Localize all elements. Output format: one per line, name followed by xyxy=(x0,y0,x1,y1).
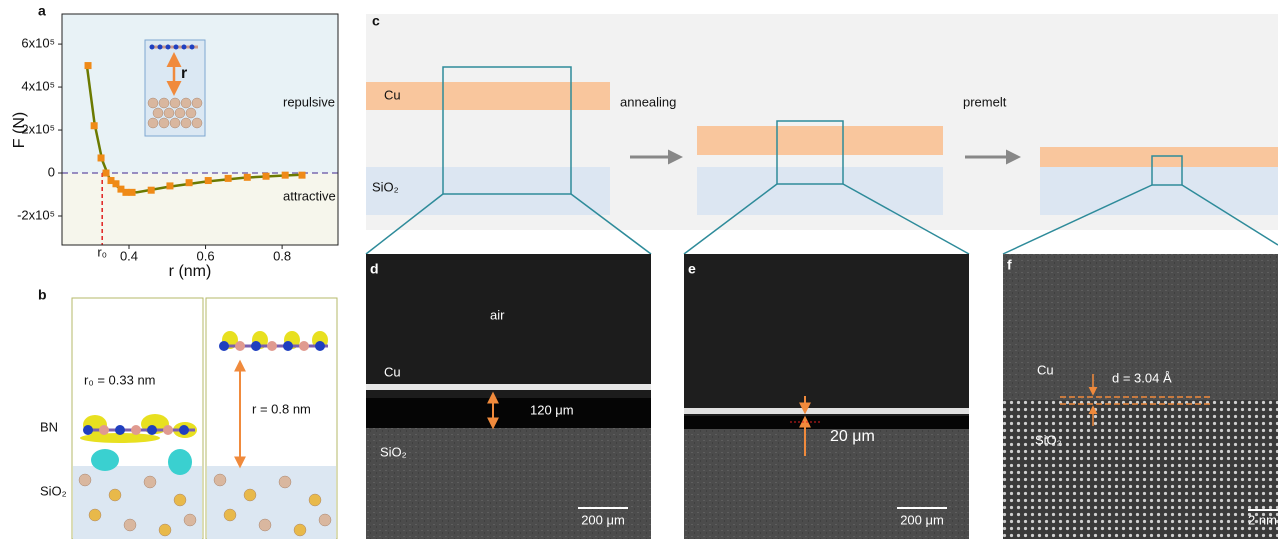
data-point xyxy=(91,122,98,129)
y-tick-label: 4x10⁵ xyxy=(21,78,55,93)
scale-bar-label: 200 μm xyxy=(900,512,944,527)
thickness-label: 20 μm xyxy=(830,428,875,445)
layer-label: Cu xyxy=(384,87,401,102)
layer-label: SiO₂ xyxy=(40,483,67,498)
region-label: SiO₂ xyxy=(1035,432,1062,447)
data-point xyxy=(85,62,92,69)
region-label: SiO₂ xyxy=(380,444,407,459)
panel-label: f xyxy=(1007,257,1012,273)
data-point xyxy=(263,173,270,180)
y-tick-label: 0 xyxy=(48,164,55,179)
data-point xyxy=(282,172,289,179)
data-point xyxy=(98,154,105,161)
panel-label: b xyxy=(38,287,47,303)
x-tick-label: 0.6 xyxy=(197,248,215,263)
x-tick-label: 0.4 xyxy=(120,248,138,263)
panel-c xyxy=(366,14,1278,254)
region-attractive xyxy=(62,173,338,245)
data-point xyxy=(186,179,193,186)
data-point xyxy=(148,187,155,194)
y-axis-label: F (N) xyxy=(11,112,28,148)
data-point xyxy=(225,175,232,182)
layer-label: SiO₂ xyxy=(372,179,399,194)
panel-b xyxy=(72,298,337,539)
region-label: Cu xyxy=(384,364,401,379)
page: a b r₀6x10⁵4x10⁵2x10⁵0-2x10⁵0.40.60.8 re… xyxy=(0,0,1278,539)
annotation: attractive xyxy=(283,188,336,203)
step-label: premelt xyxy=(963,94,1007,109)
data-point xyxy=(299,172,306,179)
inset-label: r xyxy=(181,65,187,82)
distance-label: r = 0.8 nm xyxy=(252,401,311,416)
region-label: air xyxy=(490,307,505,322)
figure: a b r₀6x10⁵4x10⁵2x10⁵0-2x10⁵0.40.60.8 re… xyxy=(0,0,1278,539)
spacing-label: d = 3.04 Å xyxy=(1112,370,1172,385)
data-point xyxy=(205,177,212,184)
data-point xyxy=(129,189,136,196)
step-label: annealing xyxy=(620,94,676,109)
region-label: Cu xyxy=(1037,362,1054,377)
scale-bar-label: 2 nm xyxy=(1248,512,1277,527)
data-point xyxy=(166,182,173,189)
y-tick-label: 6x10⁵ xyxy=(21,36,55,51)
layer-label: BN xyxy=(40,419,58,434)
panel-label: c xyxy=(372,13,380,29)
annotation: repulsive xyxy=(283,94,335,109)
panel-f xyxy=(1003,254,1278,539)
data-point xyxy=(122,189,129,196)
data-point xyxy=(244,174,251,181)
x-axis-label: r (nm) xyxy=(169,263,212,280)
panel-label: e xyxy=(688,261,696,277)
x-tick-label: 0.8 xyxy=(273,248,291,263)
panel-e xyxy=(684,254,969,539)
y-tick-label: -2x10⁵ xyxy=(17,207,55,222)
panel-label: a xyxy=(38,3,46,19)
r0-label: r₀ xyxy=(97,244,107,259)
panel-d xyxy=(366,254,651,539)
scale-bar-label: 200 μm xyxy=(581,512,625,527)
inset xyxy=(145,40,205,136)
data-point xyxy=(103,170,110,177)
thickness-label: 120 μm xyxy=(530,402,574,417)
panel-label: d xyxy=(370,261,379,277)
distance-label: r₀ = 0.33 nm xyxy=(84,372,156,387)
